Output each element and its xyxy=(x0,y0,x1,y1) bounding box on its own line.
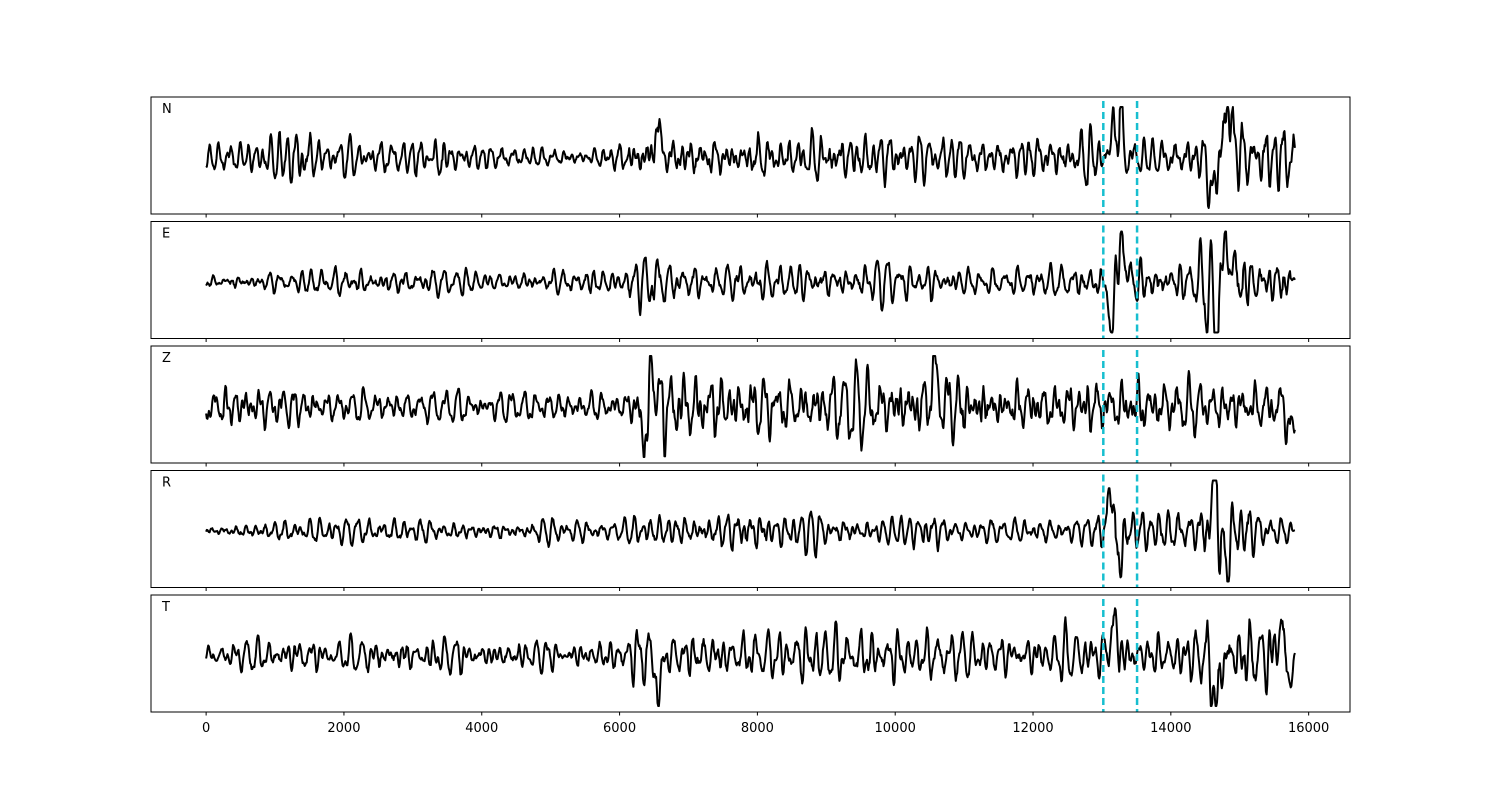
panel-frame xyxy=(150,221,1351,339)
panel-n: N xyxy=(150,96,1351,218)
x-tick-label: 2000 xyxy=(327,721,360,736)
x-tick-label: 8000 xyxy=(741,721,774,736)
waveform-t xyxy=(205,607,1296,707)
waveform-r xyxy=(205,479,1296,583)
panel-frame xyxy=(150,594,1351,713)
panel-label: N xyxy=(162,102,172,117)
waveform-e xyxy=(205,230,1296,334)
panel-r: R xyxy=(150,470,1351,591)
panel-frame xyxy=(150,470,1351,588)
x-axis: 0 2000 4000 6000 8000 10000 12000 14000 16000 xyxy=(202,721,1329,736)
x-tick-label: 10000 xyxy=(875,721,916,736)
x-tick-label: 16000 xyxy=(1288,721,1329,736)
panel-label: T xyxy=(161,600,170,615)
x-tick-label: 4000 xyxy=(465,721,498,736)
x-tick-label: 0 xyxy=(202,721,210,736)
panel-t: T xyxy=(150,594,1351,716)
panels-group: N E Z R T xyxy=(150,96,1351,716)
panel-e: E xyxy=(150,221,1351,342)
x-tick-label: 14000 xyxy=(1150,721,1191,736)
panel-frame xyxy=(150,96,1351,215)
panel-frame xyxy=(150,345,1351,464)
panel-label: Z xyxy=(162,351,171,366)
x-tick-label: 12000 xyxy=(1012,721,1053,736)
x-tick-label: 6000 xyxy=(603,721,636,736)
panel-label: R xyxy=(162,476,171,491)
panel-label: E xyxy=(162,227,170,242)
waveform-z xyxy=(205,355,1296,458)
panel-z: Z xyxy=(150,345,1351,467)
waveform-n xyxy=(205,106,1296,209)
